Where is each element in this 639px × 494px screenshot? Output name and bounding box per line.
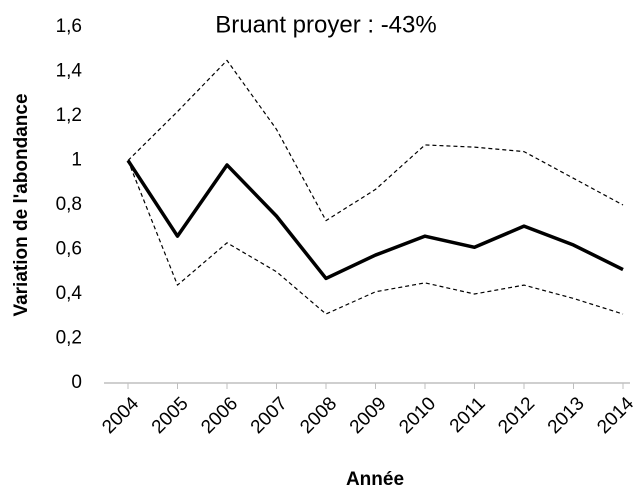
y-tick-label: 0 [71,372,82,393]
x-tick-label: 2011 [446,393,490,437]
y-tick-label: 0,2 [56,328,82,349]
x-tick-label: 2005 [148,393,193,438]
x-tick-label: 2013 [544,393,589,438]
confidence-line [127,59,624,222]
x-tick-label: 2012 [494,393,539,438]
x-tick-label: 2014 [593,393,638,438]
y-tick-label: 0,8 [56,194,82,215]
confidence-line [127,160,624,315]
y-tick-label: 1 [71,150,82,171]
y-tick-label: 1,4 [56,61,83,82]
x-tick-label: 2006 [197,393,242,438]
y-axis-title: Variation de l'abondance [11,93,32,316]
x-axis-title: Année [346,469,404,490]
x-tick-label: 2007 [247,393,292,438]
x-tick-label: 2010 [395,393,440,438]
trend-line [126,159,624,281]
x-tick-label: 2008 [296,393,341,438]
y-tick-label: 1,2 [56,105,82,126]
y-tick-label: 1,6 [56,16,82,37]
x-tick-label: 2004 [98,393,143,438]
chart-title: Bruant proyer : -43% [215,11,436,38]
x-tick-label: 2009 [346,393,391,438]
y-tick-label: 0,6 [56,239,82,260]
y-tick-label: 0,4 [56,283,83,304]
